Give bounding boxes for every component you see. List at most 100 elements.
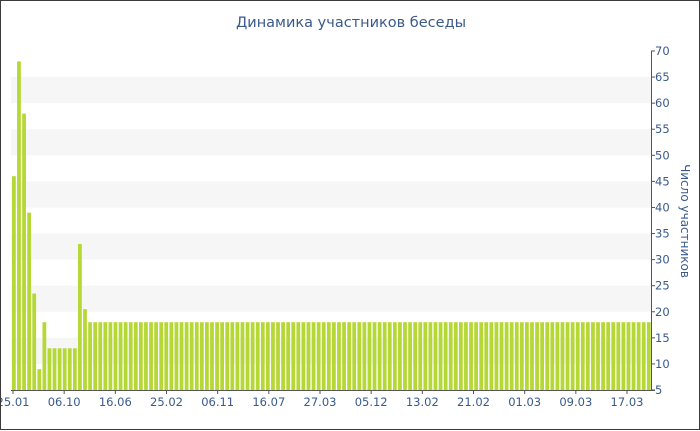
bar [27, 212, 32, 390]
bar [509, 322, 514, 390]
bar [479, 322, 484, 390]
x-tick-label: 25.01 [1, 395, 29, 409]
bar [519, 322, 524, 390]
bar [545, 322, 550, 390]
bar [342, 322, 346, 390]
bar [631, 322, 636, 390]
x-tick-label: 01.03 [508, 395, 541, 409]
y-tick-label: 30 [655, 253, 670, 267]
bar [230, 322, 235, 390]
bar [565, 322, 570, 390]
x-tick-label: 27.03 [304, 395, 337, 409]
bar [575, 322, 580, 390]
grid-band [11, 337, 651, 364]
bar [337, 322, 341, 390]
x-tick-label: 09.03 [559, 395, 592, 409]
y-tick-label: 10 [655, 357, 670, 371]
bar [22, 113, 26, 390]
bar [276, 322, 280, 390]
chart-title: Динамика участников беседы [235, 15, 467, 31]
bar [530, 322, 534, 390]
bar-series [12, 61, 651, 391]
y-tick-label: 45 [655, 174, 670, 188]
bar [616, 322, 621, 390]
bar [464, 322, 468, 390]
x-tick-label: 25.02 [150, 395, 183, 409]
bar [265, 322, 270, 390]
bar [377, 322, 382, 390]
y-axis-label: Число участников [678, 164, 692, 278]
bar [205, 322, 209, 390]
bar [362, 322, 367, 390]
bar [67, 348, 72, 390]
bar [514, 322, 519, 390]
bar [357, 322, 362, 390]
bar [326, 322, 331, 390]
bar [413, 322, 418, 390]
bar [291, 322, 296, 390]
grid-band [11, 77, 651, 104]
bar [42, 322, 47, 390]
x-tick-label: 16.06 [99, 395, 132, 409]
bar [108, 322, 113, 390]
grid-bands [11, 77, 651, 364]
bar [387, 322, 392, 390]
y-tick-label: 50 [655, 148, 670, 162]
bar [585, 322, 590, 390]
bar [504, 322, 509, 390]
bar [372, 322, 377, 390]
y-tick-label: 35 [655, 227, 670, 241]
bar [484, 322, 489, 390]
bar [469, 322, 473, 390]
grid-band [11, 285, 651, 312]
bar [144, 322, 148, 390]
bar [103, 322, 108, 390]
bar [260, 322, 265, 390]
bar [626, 322, 631, 390]
bar [448, 322, 453, 390]
y-tick-label: 20 [655, 305, 670, 319]
bar [57, 348, 62, 390]
bar [453, 322, 458, 390]
bar [47, 348, 52, 390]
y-tick-labels: 5 10 15 20 25 30 35 40 45 50 55 60 65 70 [651, 44, 670, 397]
bar [118, 322, 123, 390]
y-tick-label: 25 [655, 279, 670, 293]
bar [189, 322, 194, 390]
bar [245, 322, 250, 390]
bar [78, 243, 82, 390]
x-tick-labels: 25.01 06.10 16.06 25.02 06.11 16.07 27.03 05.12… [1, 390, 643, 409]
bar [164, 322, 169, 390]
bar [489, 322, 494, 390]
bar [281, 322, 285, 390]
bar [418, 322, 423, 390]
y-tick-label: 40 [655, 200, 670, 214]
bar [535, 322, 539, 390]
bar [306, 322, 311, 390]
bar [332, 322, 336, 390]
y-tick-label: 70 [655, 44, 670, 58]
bar [636, 322, 641, 390]
bar [321, 322, 326, 390]
bar [72, 348, 77, 390]
bar [271, 322, 275, 390]
bar [580, 322, 585, 390]
bar [174, 322, 179, 390]
y-tick-label: 15 [655, 331, 670, 345]
bar [235, 322, 240, 390]
bar [32, 293, 37, 390]
bar [474, 322, 478, 390]
y-tick-label: 60 [655, 96, 670, 110]
bar [149, 322, 153, 390]
bar [591, 322, 595, 390]
bar [438, 322, 443, 390]
bar [316, 322, 321, 390]
bar [494, 322, 499, 390]
bar [93, 322, 98, 390]
bar [194, 322, 199, 390]
x-tick-label: 06.10 [48, 395, 81, 409]
bar [367, 322, 372, 390]
bar [88, 322, 92, 390]
bar [408, 322, 412, 390]
